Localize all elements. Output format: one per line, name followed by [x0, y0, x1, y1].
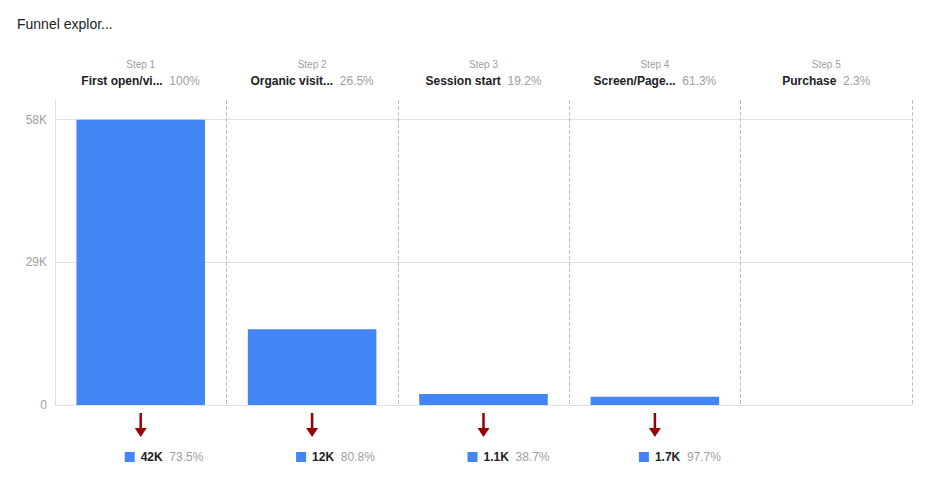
svg-text:Step 2: Step 2 [298, 59, 327, 70]
svg-text:Funnel explor...: Funnel explor... [17, 16, 113, 32]
svg-text:0: 0 [40, 398, 47, 412]
svg-text:1.1K: 1.1K [484, 450, 510, 464]
svg-text:61.3%: 61.3% [682, 74, 716, 88]
svg-text:100%: 100% [169, 74, 200, 88]
svg-text:Organic visit...: Organic visit... [250, 74, 333, 88]
svg-text:1.7K: 1.7K [655, 450, 681, 464]
svg-text:29K: 29K [26, 255, 47, 269]
svg-text:73.5%: 73.5% [169, 450, 203, 464]
svg-text:2.3%: 2.3% [843, 74, 871, 88]
svg-text:12K: 12K [312, 450, 334, 464]
svg-text:Purchase: Purchase [782, 74, 836, 88]
svg-text:58K: 58K [26, 113, 47, 127]
svg-text:Screen/Page...: Screen/Page... [594, 74, 676, 88]
svg-text:42K: 42K [141, 450, 163, 464]
svg-text:Step 1: Step 1 [126, 59, 155, 70]
svg-text:80.8%: 80.8% [341, 450, 375, 464]
svg-text:26.5%: 26.5% [340, 74, 374, 88]
svg-text:38.7%: 38.7% [516, 450, 550, 464]
svg-text:Session start: Session start [425, 74, 500, 88]
svg-text:97.7%: 97.7% [687, 450, 721, 464]
svg-text:Step 3: Step 3 [469, 59, 498, 70]
svg-text:First open/vi...: First open/vi... [81, 74, 162, 88]
svg-text:19.2%: 19.2% [508, 74, 542, 88]
svg-text:Step 5: Step 5 [812, 59, 841, 70]
svg-text:Step 4: Step 4 [640, 59, 669, 70]
